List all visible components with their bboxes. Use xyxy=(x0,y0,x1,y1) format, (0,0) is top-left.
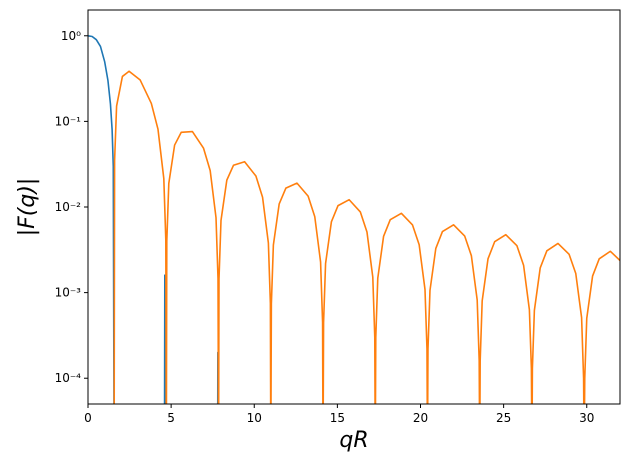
x-tick-label: 20 xyxy=(413,411,428,425)
x-tick-label: 25 xyxy=(496,411,511,425)
y-axis-label: |F(q)| xyxy=(15,178,40,237)
x-tick-label: 30 xyxy=(579,411,594,425)
y-tick-label: 10⁻¹ xyxy=(55,114,82,128)
x-tick-label: 10 xyxy=(247,411,262,425)
y-tick-label: 10⁻² xyxy=(55,200,82,214)
y-tick-label: 10⁻³ xyxy=(55,286,82,300)
x-axis-label: qR xyxy=(339,428,368,453)
series-line xyxy=(113,70,620,404)
y-tick-label: 10⁰ xyxy=(61,29,81,43)
series-line xyxy=(163,274,166,404)
x-tick-label: 0 xyxy=(84,411,92,425)
y-tick-label: 10⁻⁴ xyxy=(55,371,82,385)
x-tick-label: 15 xyxy=(330,411,345,425)
series-line xyxy=(88,34,115,404)
x-tick-label: 5 xyxy=(167,411,175,425)
plot-area xyxy=(88,34,620,404)
